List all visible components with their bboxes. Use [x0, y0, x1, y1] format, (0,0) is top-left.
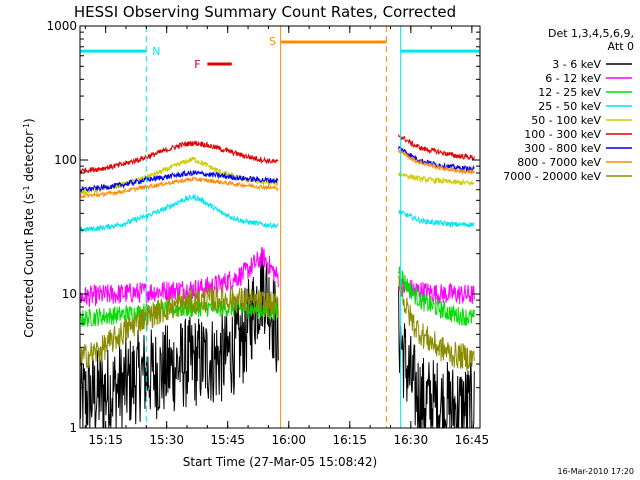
series-line-0-post: [398, 286, 475, 429]
series-line-5-post: [398, 134, 475, 161]
chart-title: HESSI Observing Summary Count Rates, Cor…: [74, 3, 456, 21]
series-line-6-post: [398, 145, 475, 173]
legend-label: 3 - 6 keV: [552, 58, 601, 71]
series-line-7-post: [398, 149, 475, 176]
legend-label: 12 - 25 keV: [538, 86, 601, 99]
series-line-1-pre: [79, 246, 279, 307]
y-axis-label: Corrected Count Rate (s-1 detector-1): [22, 118, 36, 337]
x-tick-label: 16:45: [455, 433, 490, 447]
y-tick-label: 10: [62, 287, 77, 301]
flag-label-n: N: [152, 45, 160, 58]
x-tick-label: 15:45: [210, 433, 245, 447]
legend-label: 800 - 7000 keV: [517, 156, 601, 169]
legend-label: 100 - 300 keV: [524, 128, 601, 141]
footer-date: 16-Mar-2010 17:20: [558, 467, 635, 476]
legend-label: 300 - 800 keV: [524, 142, 601, 155]
x-axis-label: Start Time (27-Mar-05 15:08:42): [183, 455, 377, 469]
flag-label-f: F: [194, 58, 200, 71]
flag-label-s: S: [269, 35, 276, 48]
y-tick-label: 1: [69, 421, 77, 435]
series-line-4-post: [398, 171, 475, 187]
legend-label: 25 - 50 keV: [538, 100, 601, 113]
series-line-7-pre: [79, 175, 279, 199]
legend-label: 6 - 12 keV: [545, 72, 601, 85]
y-tick-label: 100: [54, 153, 77, 167]
legend-label: 7000 - 20000 keV: [503, 170, 601, 183]
series-line-8-post: [398, 275, 475, 371]
series-line-5-pre: [79, 140, 279, 175]
series-line-2-post: [398, 266, 475, 326]
series-line-3-pre: [79, 193, 279, 234]
legend-label: 50 - 100 keV: [531, 114, 601, 127]
x-tick-label: 15:15: [88, 433, 123, 447]
x-tick-label: 16:30: [394, 433, 429, 447]
series-line-3-post: [398, 209, 475, 228]
legend-header-dets: Det 1,3,4,5,6,9,: [548, 27, 634, 40]
x-tick-label: 16:15: [332, 433, 367, 447]
legend-header-att: Att 0: [608, 40, 634, 53]
plot-frame: [79, 25, 481, 429]
x-tick-label: 16:00: [271, 433, 306, 447]
series-line-8-pre: [79, 285, 279, 371]
y-tick-label: 1000: [46, 19, 77, 33]
x-tick-label: 15:30: [149, 433, 184, 447]
series-line-6-pre: [79, 169, 279, 193]
